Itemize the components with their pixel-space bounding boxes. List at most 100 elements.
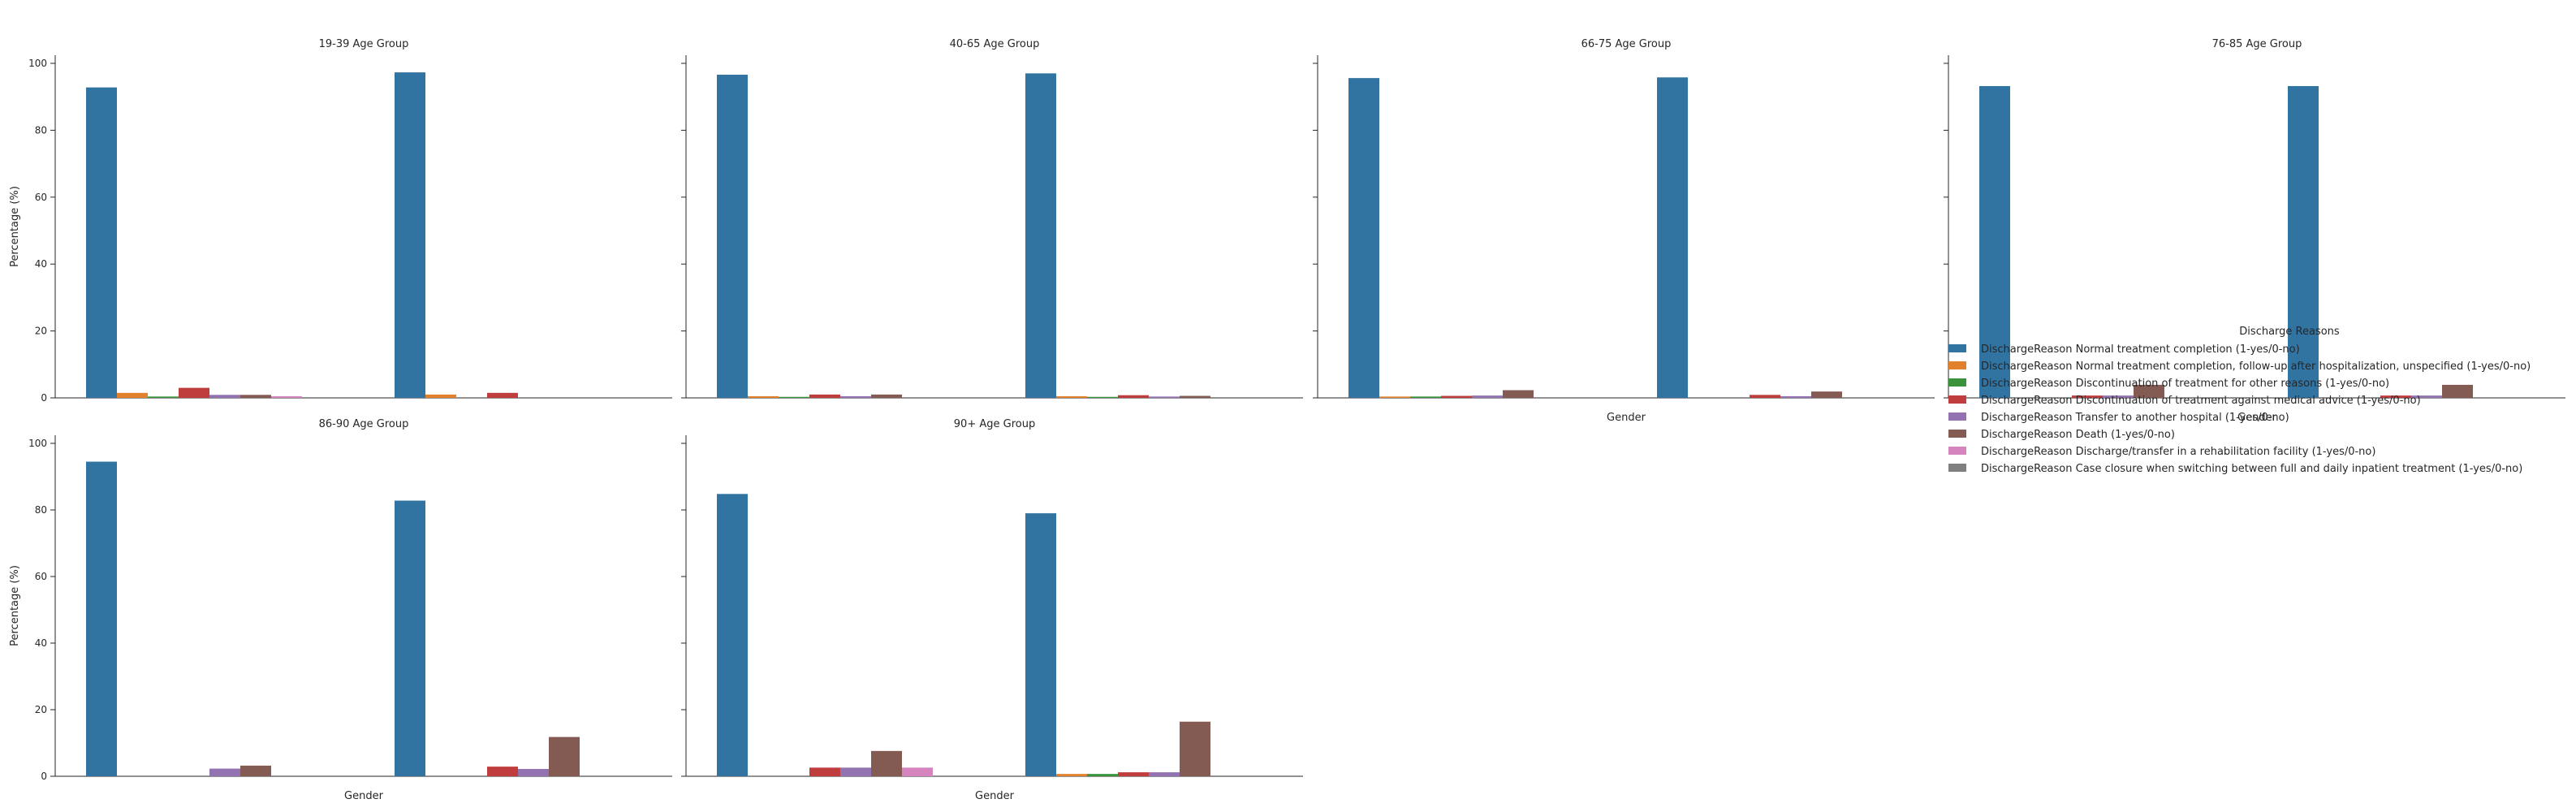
legend-title: Discharge Reasons — [2239, 326, 2340, 338]
bar — [1657, 77, 1688, 398]
bar — [1180, 721, 1210, 776]
bar — [86, 87, 117, 398]
bar — [840, 767, 871, 776]
bar — [240, 765, 271, 776]
bar — [1118, 395, 1149, 398]
y-tick-label: 0 — [41, 771, 47, 782]
bar — [2380, 395, 2411, 398]
bar — [1149, 772, 1180, 776]
facet-title: 19-39 Age Group — [319, 38, 409, 50]
bar — [86, 461, 117, 776]
bar — [1180, 395, 1210, 398]
bar — [1149, 396, 1180, 398]
bar — [840, 395, 871, 398]
bar — [717, 494, 748, 776]
bar — [1503, 390, 1534, 398]
legend-swatch — [1948, 447, 1966, 455]
bar — [2442, 384, 2473, 398]
bar — [395, 72, 425, 399]
x-axis-label: Gender — [975, 790, 1015, 802]
bar — [179, 387, 209, 398]
bar — [779, 396, 809, 398]
legend-swatch — [1948, 378, 1966, 387]
x-axis-label: Gender — [344, 790, 384, 802]
bar — [902, 767, 933, 776]
y-tick-label: 40 — [35, 637, 47, 649]
legend-swatch — [1948, 395, 1966, 404]
bar — [1410, 396, 1441, 398]
legend-entry: DischargeReason Discharge/transfer in a … — [1981, 446, 2375, 458]
facet-title: 86-90 Age Group — [319, 418, 409, 430]
bar — [1811, 391, 1842, 398]
bar — [1472, 395, 1503, 398]
bar — [871, 750, 902, 776]
legend-entry: DischargeReason Case closure when switch… — [1981, 463, 2522, 475]
bar — [717, 75, 748, 399]
y-tick-label: 100 — [28, 438, 47, 449]
legend-swatch — [1948, 412, 1966, 421]
legend-swatch — [1948, 344, 1966, 352]
bar — [1441, 395, 1472, 398]
bar — [487, 392, 518, 398]
legend-entry: DischargeReason Normal treatment complet… — [1981, 343, 2300, 356]
bar — [809, 767, 840, 776]
bar — [1379, 396, 1410, 398]
legend-entry: DischargeReason Discontinuation of treat… — [1981, 378, 2389, 390]
bar — [1780, 395, 1811, 398]
bar — [871, 394, 902, 398]
y-axis-label: Percentage (%) — [9, 565, 21, 646]
y-axis-label: Percentage (%) — [9, 186, 21, 267]
bar — [518, 768, 549, 776]
legend-swatch — [1948, 464, 1966, 472]
bar — [395, 500, 425, 776]
legend-entry: DischargeReason Death (1-yes/0-no) — [1981, 429, 2175, 441]
legend-swatch — [1948, 361, 1966, 369]
bar — [2411, 395, 2442, 398]
y-tick-label: 40 — [35, 258, 47, 270]
bar — [748, 395, 779, 398]
bar — [1056, 774, 1087, 776]
bar — [148, 396, 179, 398]
facet-title: 90+ Age Group — [954, 418, 1035, 430]
facet-title: 66-75 Age Group — [1581, 38, 1672, 50]
y-tick-label: 20 — [35, 704, 47, 715]
bar — [487, 767, 518, 776]
bar — [1056, 395, 1087, 398]
legend-entry: DischargeReason Discontinuation of treat… — [1981, 395, 2421, 407]
bar — [2288, 86, 2319, 399]
bar — [1118, 772, 1149, 776]
bar — [1750, 395, 1780, 398]
y-tick-label: 0 — [41, 392, 47, 404]
y-tick-label: 60 — [35, 192, 47, 203]
facet-title: 76-85 Age Group — [2212, 38, 2302, 50]
bar — [1025, 73, 1056, 399]
y-tick-label: 20 — [35, 326, 47, 337]
facet-title: 40-65 Age Group — [950, 38, 1040, 50]
bar — [1025, 513, 1056, 776]
bar — [1087, 774, 1118, 776]
x-axis-label: Gender — [1607, 412, 1646, 424]
bar — [2103, 395, 2134, 398]
bar — [209, 395, 240, 398]
legend-swatch — [1948, 430, 1966, 438]
bar — [809, 394, 840, 398]
bar — [1348, 78, 1379, 399]
y-tick-label: 80 — [35, 124, 47, 136]
bar — [1087, 396, 1118, 398]
bar — [549, 736, 580, 776]
legend-entry: DischargeReason Transfer to another hosp… — [1981, 412, 2289, 424]
y-tick-label: 80 — [35, 504, 47, 516]
bar — [1979, 86, 2010, 399]
bar — [209, 768, 240, 776]
bar — [2072, 395, 2103, 398]
legend-entry: DischargeReason Normal treatment complet… — [1981, 361, 2531, 373]
y-tick-label: 60 — [35, 571, 47, 582]
bar — [117, 392, 148, 398]
bar — [271, 395, 302, 398]
bar — [2134, 384, 2164, 398]
bar — [425, 394, 456, 398]
bar — [240, 395, 271, 398]
y-tick-label: 100 — [28, 58, 47, 69]
x-axis-label: Gender — [2237, 412, 2277, 424]
